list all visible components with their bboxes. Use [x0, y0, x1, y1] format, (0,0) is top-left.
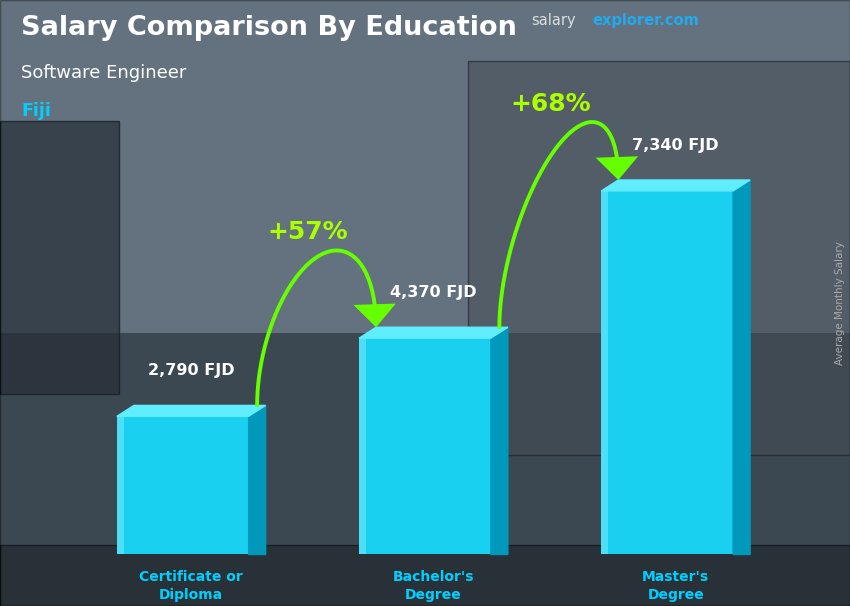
- Polygon shape: [359, 338, 490, 554]
- FancyBboxPatch shape: [0, 545, 850, 606]
- Text: Software Engineer: Software Engineer: [21, 64, 187, 82]
- Text: explorer.com: explorer.com: [592, 13, 700, 28]
- Text: salary: salary: [531, 13, 576, 28]
- Text: +68%: +68%: [510, 92, 591, 116]
- Polygon shape: [359, 327, 507, 338]
- Polygon shape: [359, 338, 366, 554]
- Polygon shape: [248, 405, 265, 554]
- Text: Certificate or
Diploma: Certificate or Diploma: [139, 570, 243, 602]
- Polygon shape: [601, 180, 750, 191]
- Text: Fiji: Fiji: [21, 102, 51, 120]
- Text: Bachelor's
Degree: Bachelor's Degree: [393, 570, 474, 602]
- Polygon shape: [596, 156, 638, 180]
- Polygon shape: [490, 327, 507, 554]
- FancyBboxPatch shape: [468, 61, 850, 455]
- Text: Average Monthly Salary: Average Monthly Salary: [835, 241, 845, 365]
- Polygon shape: [733, 180, 750, 554]
- Polygon shape: [601, 191, 733, 554]
- FancyBboxPatch shape: [0, 121, 119, 394]
- Text: +57%: +57%: [268, 221, 348, 244]
- Text: 2,790 FJD: 2,790 FJD: [148, 363, 235, 378]
- Polygon shape: [117, 416, 124, 554]
- Text: 4,370 FJD: 4,370 FJD: [390, 285, 477, 300]
- Polygon shape: [117, 405, 265, 416]
- Text: Salary Comparison By Education: Salary Comparison By Education: [21, 15, 517, 41]
- Polygon shape: [601, 191, 609, 554]
- Text: Master's
Degree: Master's Degree: [643, 570, 709, 602]
- Polygon shape: [354, 304, 396, 327]
- Polygon shape: [117, 416, 248, 554]
- Text: 7,340 FJD: 7,340 FJD: [632, 138, 719, 153]
